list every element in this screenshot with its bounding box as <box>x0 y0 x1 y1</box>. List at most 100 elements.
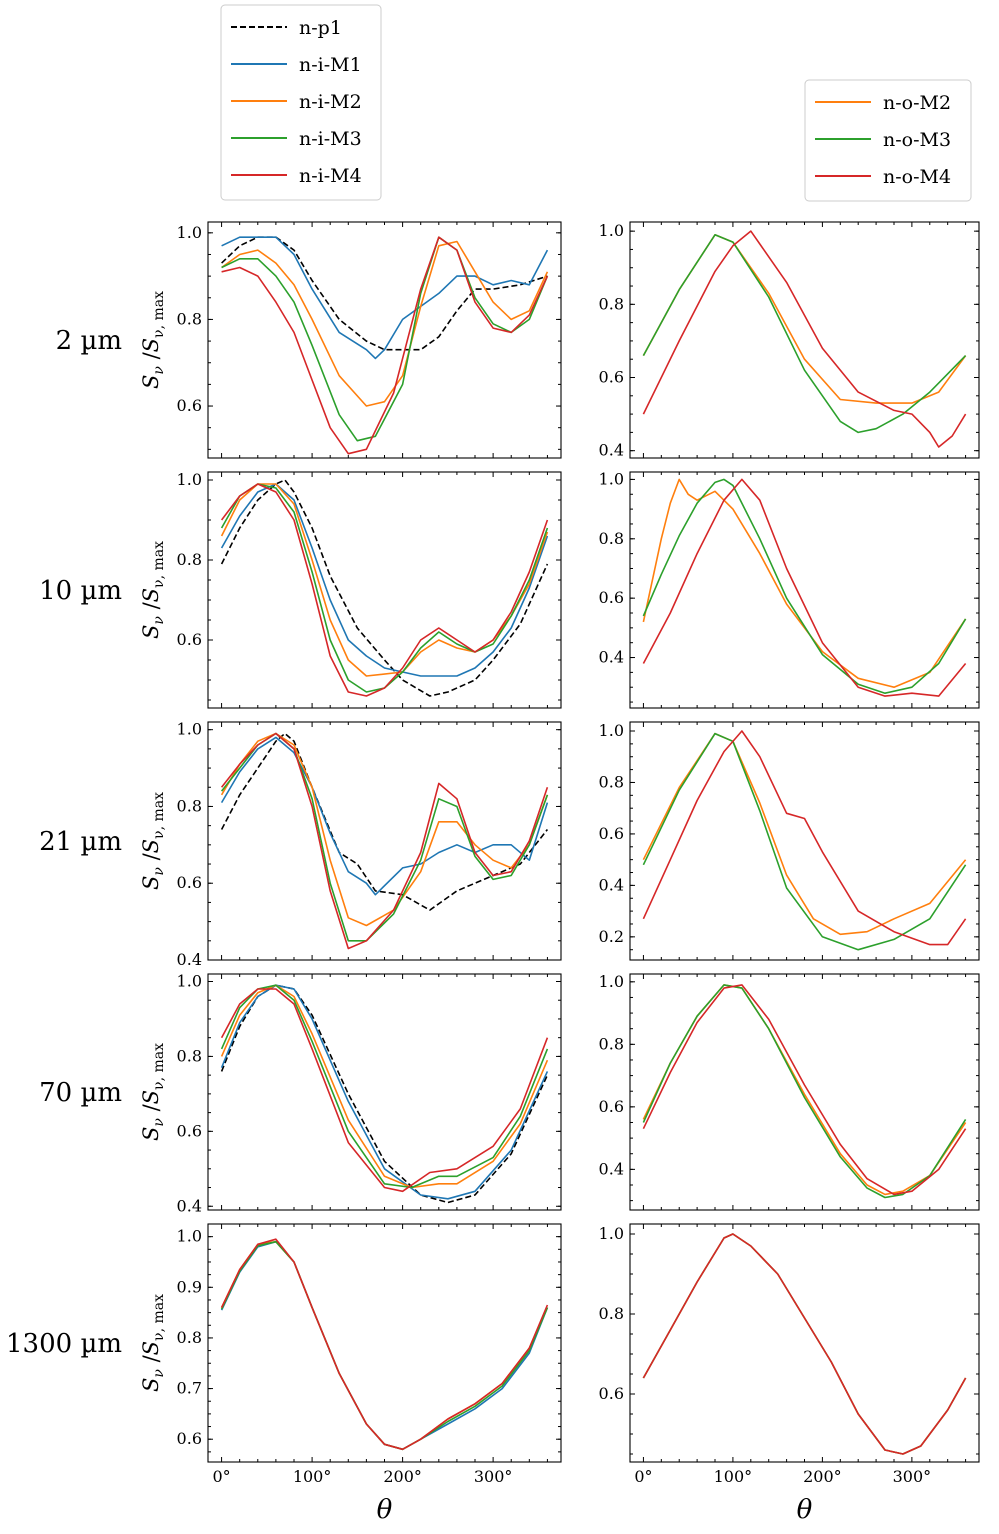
series-line-n-o-m2 <box>642 478 967 688</box>
y-axis-label: Sν /Sν, max <box>139 291 167 389</box>
series-group <box>642 230 967 448</box>
y-tick-label: 0.6 <box>177 1429 202 1448</box>
y-axis-label: Sν /Sν, max <box>139 1294 167 1392</box>
y-tick-label: 0.8 <box>177 1046 202 1065</box>
panel-1300-m-left: 0.6 0.7 0.8 0.9 1.0 0° 100° 200° 300° θ <box>177 1223 562 1525</box>
series-group <box>220 984 549 1204</box>
y-tick-label: 0.6 <box>177 1121 202 1140</box>
legend-frame <box>220 4 382 201</box>
series-line-n-i-m4 <box>220 1238 549 1451</box>
y-tick-label: 0.2 <box>599 927 624 946</box>
series-line-n-p1 <box>220 732 549 911</box>
y-tick-label: 0.6 <box>177 873 202 892</box>
series-line-n-o-m3 <box>642 234 967 434</box>
series-line-n-i-m4 <box>221 236 549 455</box>
row-label-1300-m: 1300 µm <box>6 1329 122 1359</box>
panel-21-m-right: 0.2 0.4 0.6 0.8 1.0 <box>599 721 980 961</box>
y-tick-label: 0.8 <box>599 772 624 791</box>
legend-label-n-i-m2: n-i-M2 <box>299 91 362 113</box>
series-line-n-o-m4 <box>642 984 967 1196</box>
series-line-n-i-m1 <box>221 236 549 360</box>
series-line-n-i-m2 <box>221 240 549 407</box>
y-axis-label: Sν /Sν, max <box>139 792 167 890</box>
x-axis-label: θ <box>797 1495 813 1525</box>
panel-2-m-right: 0.4 0.6 0.8 1.0 <box>599 221 980 460</box>
series-line-n-i-m1 <box>220 984 549 1200</box>
y-tick-label: 0.8 <box>599 1034 624 1053</box>
legend-label-n-o-m3: n-o-M3 <box>883 129 951 151</box>
axes-frame <box>207 721 562 961</box>
y-tick-label: 0.8 <box>177 1328 202 1347</box>
series-line-n-o-m2 <box>642 732 967 936</box>
series-group <box>221 236 549 455</box>
panel-2-m-left: 0.6 0.8 1.0 <box>177 221 562 459</box>
series-line-n-i-m4 <box>220 483 549 697</box>
panel-10-m-left: 0.6 0.8 1.0 <box>177 470 562 709</box>
legends: n-p1 n-i-M1 n-i-M2 n-i-M3 n-i-M4 n-o-M2 n-o-M3… <box>220 4 972 202</box>
legend-label-n-o-m4: n-o-M4 <box>883 166 951 188</box>
x-tick-label: 300° <box>474 1467 513 1486</box>
y-tick-label: 1.0 <box>177 720 202 739</box>
series-line-n-i-m1 <box>220 483 549 677</box>
series-line-n-i-m4 <box>220 732 549 950</box>
x-tick-label: 0° <box>212 1467 230 1486</box>
axes-frame <box>207 471 562 709</box>
x-tick-label: 100° <box>293 1467 332 1486</box>
row-label-2-m: 2 µm <box>56 326 122 356</box>
panel-70-m-right: 0.4 0.6 0.8 1.0 <box>599 972 980 1211</box>
axes-frame <box>629 1223 980 1463</box>
y-tick-label: 0.6 <box>599 1097 624 1116</box>
legend-right: n-o-M2 n-o-M3 n-o-M4 <box>804 79 972 202</box>
series-group <box>642 984 967 1199</box>
series-line-n-i-m3 <box>220 1240 549 1451</box>
legend-label-n-i-m3: n-i-M3 <box>299 128 362 150</box>
series-line-n-i-m4 <box>220 988 549 1193</box>
x-tick-label: 100° <box>714 1467 753 1486</box>
axes-frame <box>629 471 980 709</box>
series-line-n-p1 <box>220 984 549 1204</box>
series-line-n-i-m2 <box>220 483 549 677</box>
y-tick-label: 0.6 <box>599 1384 624 1403</box>
y-tick-label: 0.4 <box>599 648 624 667</box>
series-line-n-o-m3 <box>642 1233 967 1455</box>
y-tick-label: 0.6 <box>177 396 202 415</box>
x-axis-label: θ <box>377 1495 393 1525</box>
y-axis-label: Sν /Sν, max <box>139 541 167 639</box>
y-tick-label: 1.0 <box>599 721 624 740</box>
series-line-n-o-m3 <box>642 478 967 694</box>
legend-label-n-i-m4: n-i-M4 <box>299 165 362 187</box>
y-tick-label: 0.4 <box>599 875 624 894</box>
y-tick-label: 1.0 <box>177 971 202 990</box>
y-tick-label: 0.4 <box>599 1159 624 1178</box>
y-tick-label: 0.8 <box>599 294 624 313</box>
series-line-n-o-m3 <box>642 984 967 1199</box>
series-line-n-o-m3 <box>642 732 967 951</box>
series-line-n-i-m3 <box>220 984 549 1189</box>
y-tick-label: 0.8 <box>177 309 202 328</box>
panel-70-m-left: 0.4 0.6 0.8 1.0 <box>177 971 562 1215</box>
y-axis-label: Sν /Sν, max <box>139 1043 167 1141</box>
y-tick-label: 1.0 <box>599 221 624 240</box>
series-line-n-o-m4 <box>642 230 967 448</box>
row-label-10-m: 10 µm <box>39 576 122 606</box>
axes-frame <box>629 973 980 1211</box>
legend-frame <box>804 79 972 202</box>
y-tick-label: 1.0 <box>599 972 624 991</box>
axes-frame <box>629 221 980 459</box>
x-tick-label: 300° <box>893 1467 932 1486</box>
legend-left: n-p1 n-i-M1 n-i-M2 n-i-M3 n-i-M4 <box>220 4 382 201</box>
series-line-n-i-m3 <box>220 732 549 942</box>
y-tick-label: 0.4 <box>599 441 624 460</box>
series-group <box>642 1233 967 1455</box>
legend-label-n-p1: n-p1 <box>299 17 342 39</box>
y-tick-label: 0.8 <box>599 1304 624 1323</box>
y-tick-label: 0.9 <box>177 1277 202 1296</box>
legend-label-n-i-m1: n-i-M1 <box>299 54 362 76</box>
series-line-n-i-m1 <box>220 1240 549 1451</box>
series-line-n-o-m2 <box>642 1233 967 1455</box>
x-tick-label: 200° <box>803 1467 842 1486</box>
series-line-n-i-m3 <box>221 236 549 442</box>
series-line-n-i-m1 <box>220 736 549 896</box>
series-group <box>642 730 967 951</box>
